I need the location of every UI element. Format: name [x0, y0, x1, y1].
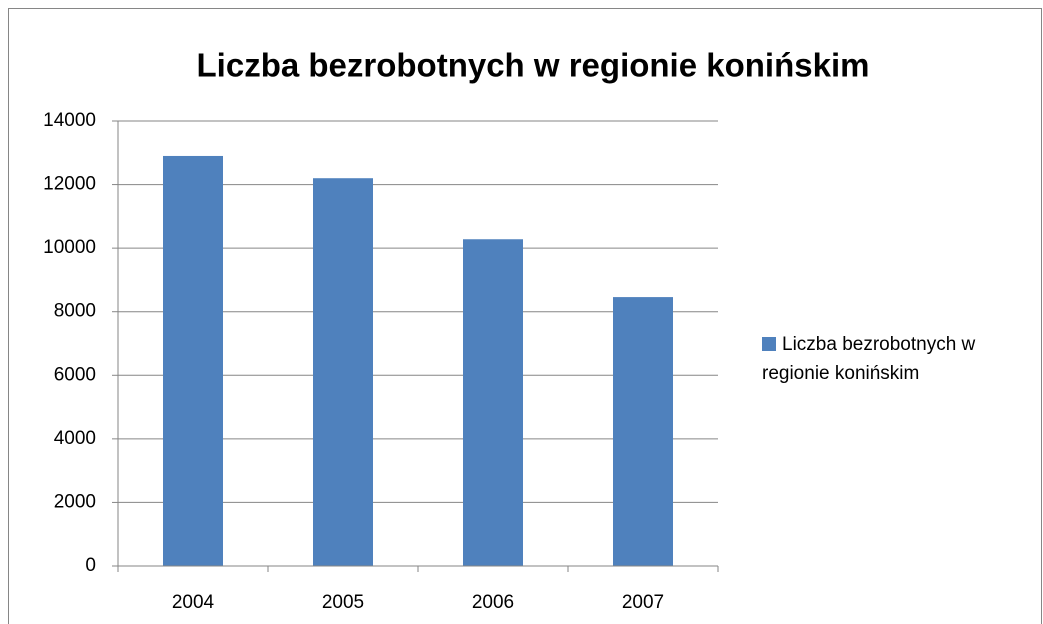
chart-title: Liczba bezrobotnych w regionie konińskim	[197, 47, 870, 84]
y-tick-label: 6000	[54, 364, 96, 385]
y-tick-label: 12000	[43, 174, 96, 195]
y-tick-label: 4000	[54, 428, 96, 449]
x-tick-label: 2007	[622, 592, 664, 613]
x-tick-label: 2006	[472, 592, 514, 613]
y-tick-label: 0	[85, 555, 96, 576]
y-tick-label: 8000	[54, 301, 96, 322]
y-tick-label: 10000	[43, 237, 96, 258]
bar	[463, 239, 523, 566]
bar	[613, 297, 673, 566]
legend-label: Liczba bezrobotnych w regionie konińskim	[762, 334, 976, 384]
legend: Liczba bezrobotnych w regionie konińskim	[762, 330, 1022, 388]
bar	[313, 178, 373, 566]
x-tick-label: 2004	[172, 592, 215, 613]
y-tick-label: 2000	[54, 491, 96, 512]
legend-swatch	[762, 337, 776, 351]
bar	[163, 155, 223, 566]
y-tick-label: 14000	[43, 110, 96, 131]
x-tick-label: 2005	[322, 592, 364, 613]
